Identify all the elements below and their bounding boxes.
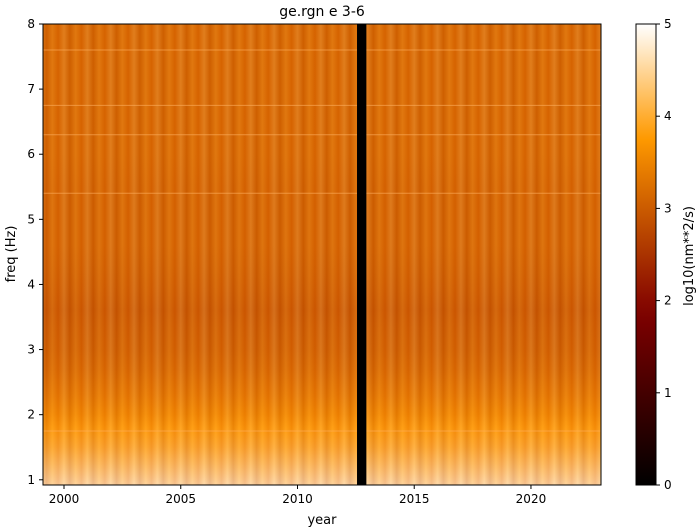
y-tick-label: 4 xyxy=(27,277,35,291)
colorbar: 0 1 2 3 4 5 log10(nm**2/s) xyxy=(635,17,697,492)
colorbar-ticks: 0 1 2 3 4 5 xyxy=(656,17,672,492)
y-tick-label: 8 xyxy=(27,17,35,31)
x-tick-label: 2010 xyxy=(282,492,313,506)
data-gap xyxy=(357,24,367,485)
y-tick-label: 7 xyxy=(27,82,35,96)
colorbar-gradient xyxy=(636,24,656,485)
plot-area xyxy=(43,24,601,485)
spectral-lines xyxy=(43,49,601,432)
seasonal-variation-overlay xyxy=(43,24,601,485)
y-tick-label: 2 xyxy=(27,408,35,422)
x-tick-label: 2005 xyxy=(165,492,196,506)
colorbar-label: log10(nm**2/s) xyxy=(682,206,697,306)
plot-frame xyxy=(42,23,602,486)
x-axis-label: year xyxy=(307,513,337,528)
chart-title: ge.rgn e 3-6 xyxy=(279,4,365,20)
x-tick-label: 2000 xyxy=(49,492,80,506)
colorbar-tick-label: 1 xyxy=(664,386,672,400)
x-tick-label: 2020 xyxy=(516,492,547,506)
colorbar-tick-label: 2 xyxy=(664,294,672,308)
x-axis-ticks: 2000 2005 2010 2015 2020 xyxy=(49,485,546,506)
y-tick-label: 3 xyxy=(27,343,35,357)
y-axis-label: freq (Hz) xyxy=(4,226,19,283)
y-axis-ticks: 1 2 3 4 5 6 7 8 xyxy=(27,17,43,487)
y-tick-label: 5 xyxy=(27,212,35,226)
y-tick-label: 1 xyxy=(27,473,35,487)
colorbar-tick-label: 3 xyxy=(664,201,672,215)
colorbar-tick-label: 5 xyxy=(664,17,672,31)
y-tick-label: 6 xyxy=(27,147,35,161)
colorbar-tick-label: 0 xyxy=(664,478,672,492)
colorbar-frame xyxy=(635,23,657,486)
x-tick-label: 2015 xyxy=(399,492,430,506)
colorbar-tick-label: 4 xyxy=(664,109,672,123)
